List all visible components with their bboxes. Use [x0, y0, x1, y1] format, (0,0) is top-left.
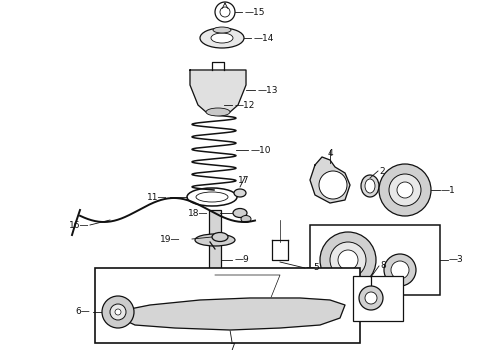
- Text: —12: —12: [235, 100, 255, 109]
- Ellipse shape: [187, 188, 237, 206]
- Ellipse shape: [361, 175, 379, 197]
- Ellipse shape: [195, 234, 235, 246]
- Ellipse shape: [213, 27, 231, 33]
- Circle shape: [338, 250, 358, 270]
- Circle shape: [319, 171, 347, 199]
- Text: 8: 8: [380, 261, 386, 270]
- Circle shape: [320, 232, 376, 288]
- Circle shape: [115, 309, 121, 315]
- Text: —13: —13: [258, 86, 278, 95]
- Ellipse shape: [365, 179, 375, 193]
- Text: —15: —15: [245, 8, 266, 17]
- Bar: [95, 268, 360, 343]
- Ellipse shape: [234, 189, 246, 197]
- Circle shape: [397, 182, 413, 198]
- Ellipse shape: [211, 33, 233, 43]
- Text: —10: —10: [251, 145, 271, 154]
- Text: 18—: 18—: [188, 208, 208, 217]
- Circle shape: [391, 261, 409, 279]
- Ellipse shape: [233, 208, 247, 217]
- Text: 7: 7: [229, 343, 235, 352]
- Circle shape: [389, 174, 421, 206]
- Bar: [310, 225, 440, 295]
- Text: 6—: 6—: [75, 307, 90, 316]
- Polygon shape: [310, 157, 350, 203]
- Polygon shape: [190, 70, 246, 112]
- Ellipse shape: [206, 102, 224, 108]
- Circle shape: [330, 242, 366, 278]
- Ellipse shape: [212, 233, 228, 242]
- Bar: [193, 290, 237, 300]
- Ellipse shape: [241, 216, 251, 222]
- Ellipse shape: [211, 104, 219, 107]
- Circle shape: [215, 2, 235, 22]
- Circle shape: [379, 164, 431, 216]
- Circle shape: [102, 296, 134, 328]
- Text: —5: —5: [306, 264, 321, 273]
- Text: —3: —3: [449, 256, 464, 265]
- Ellipse shape: [206, 108, 230, 116]
- Circle shape: [359, 286, 383, 310]
- Text: 17: 17: [238, 176, 250, 185]
- Circle shape: [384, 254, 416, 286]
- Circle shape: [365, 292, 377, 304]
- Circle shape: [110, 304, 126, 320]
- Bar: [197, 270, 233, 290]
- Ellipse shape: [200, 28, 244, 48]
- Bar: [209, 210, 221, 270]
- Text: —14: —14: [254, 33, 274, 42]
- Text: —1: —1: [441, 185, 456, 194]
- Text: 11—: 11—: [147, 193, 167, 202]
- Text: 16—: 16—: [69, 220, 89, 230]
- Text: 4: 4: [327, 149, 333, 158]
- Bar: [353, 276, 403, 321]
- Text: 2: 2: [379, 166, 385, 176]
- Ellipse shape: [196, 192, 228, 202]
- Text: —9: —9: [235, 256, 250, 265]
- Polygon shape: [112, 298, 345, 330]
- Text: 19—: 19—: [160, 234, 180, 243]
